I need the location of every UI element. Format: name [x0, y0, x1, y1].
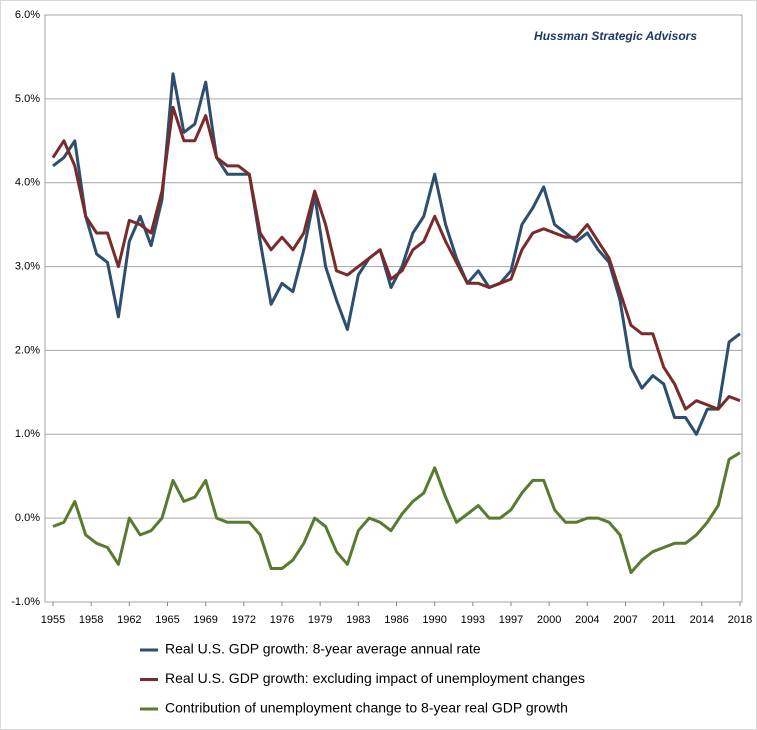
- x-tick-label: 2000: [537, 614, 561, 626]
- legend-label: Real U.S. GDP growth: 8-year average ann…: [165, 641, 481, 657]
- y-tick-label: 1.0%: [15, 428, 40, 440]
- x-tick-label: 1972: [232, 614, 256, 626]
- x-tick-label: 2004: [575, 614, 599, 626]
- legend-label: Contribution of unemployment change to 8…: [165, 700, 568, 716]
- x-tick-label: 1965: [155, 614, 179, 626]
- x-tick-label: 1969: [193, 614, 217, 626]
- x-tick-label: 1958: [79, 614, 103, 626]
- x-tick-label: 1997: [499, 614, 523, 626]
- x-tick-label: 2014: [690, 614, 714, 626]
- x-tick-label: 1990: [422, 614, 446, 626]
- plot-frame: [44, 14, 743, 603]
- y-tick-label: 6.0%: [15, 9, 40, 21]
- series-line: [52, 451, 741, 575]
- x-tick-label: 2011: [652, 614, 676, 626]
- y-tick-label: 3.0%: [15, 260, 40, 272]
- x-tick-label: 1993: [461, 614, 485, 626]
- x-tick-label: 2007: [613, 614, 637, 626]
- y-tick-label: -1.0%: [11, 596, 40, 608]
- y-tick-label: 5.0%: [15, 93, 40, 105]
- y-tick-label: 0.0%: [15, 512, 40, 524]
- x-tick-label: 1962: [117, 614, 141, 626]
- series-line: [52, 72, 741, 436]
- x-tick-label: 1979: [308, 614, 332, 626]
- x-tick-label: 2018: [728, 614, 752, 626]
- y-tick-label: 2.0%: [15, 344, 40, 356]
- legend-label: Real U.S. GDP growth: excluding impact o…: [165, 670, 585, 686]
- x-tick-label: 1986: [384, 614, 408, 626]
- x-tick-label: 1983: [346, 614, 370, 626]
- y-tick-label: 4.0%: [15, 177, 40, 189]
- x-tick-label: 1955: [41, 614, 65, 626]
- annotation: Hussman Strategic Advisors: [534, 29, 697, 43]
- x-tick-label: 1976: [270, 614, 294, 626]
- series-line: [51, 105, 741, 411]
